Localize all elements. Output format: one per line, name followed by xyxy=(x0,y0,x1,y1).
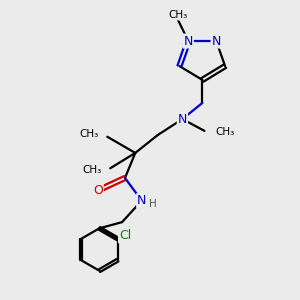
Text: N: N xyxy=(184,34,193,48)
Text: O: O xyxy=(93,184,103,197)
Text: N: N xyxy=(137,194,146,207)
Text: N: N xyxy=(212,34,221,48)
Text: CH₃: CH₃ xyxy=(80,129,99,140)
Text: Cl: Cl xyxy=(119,230,131,242)
Text: CH₃: CH₃ xyxy=(216,127,235,137)
Text: CH₃: CH₃ xyxy=(168,10,188,20)
Text: H: H xyxy=(149,199,157,209)
Text: N: N xyxy=(178,112,187,126)
Text: CH₃: CH₃ xyxy=(83,165,102,175)
